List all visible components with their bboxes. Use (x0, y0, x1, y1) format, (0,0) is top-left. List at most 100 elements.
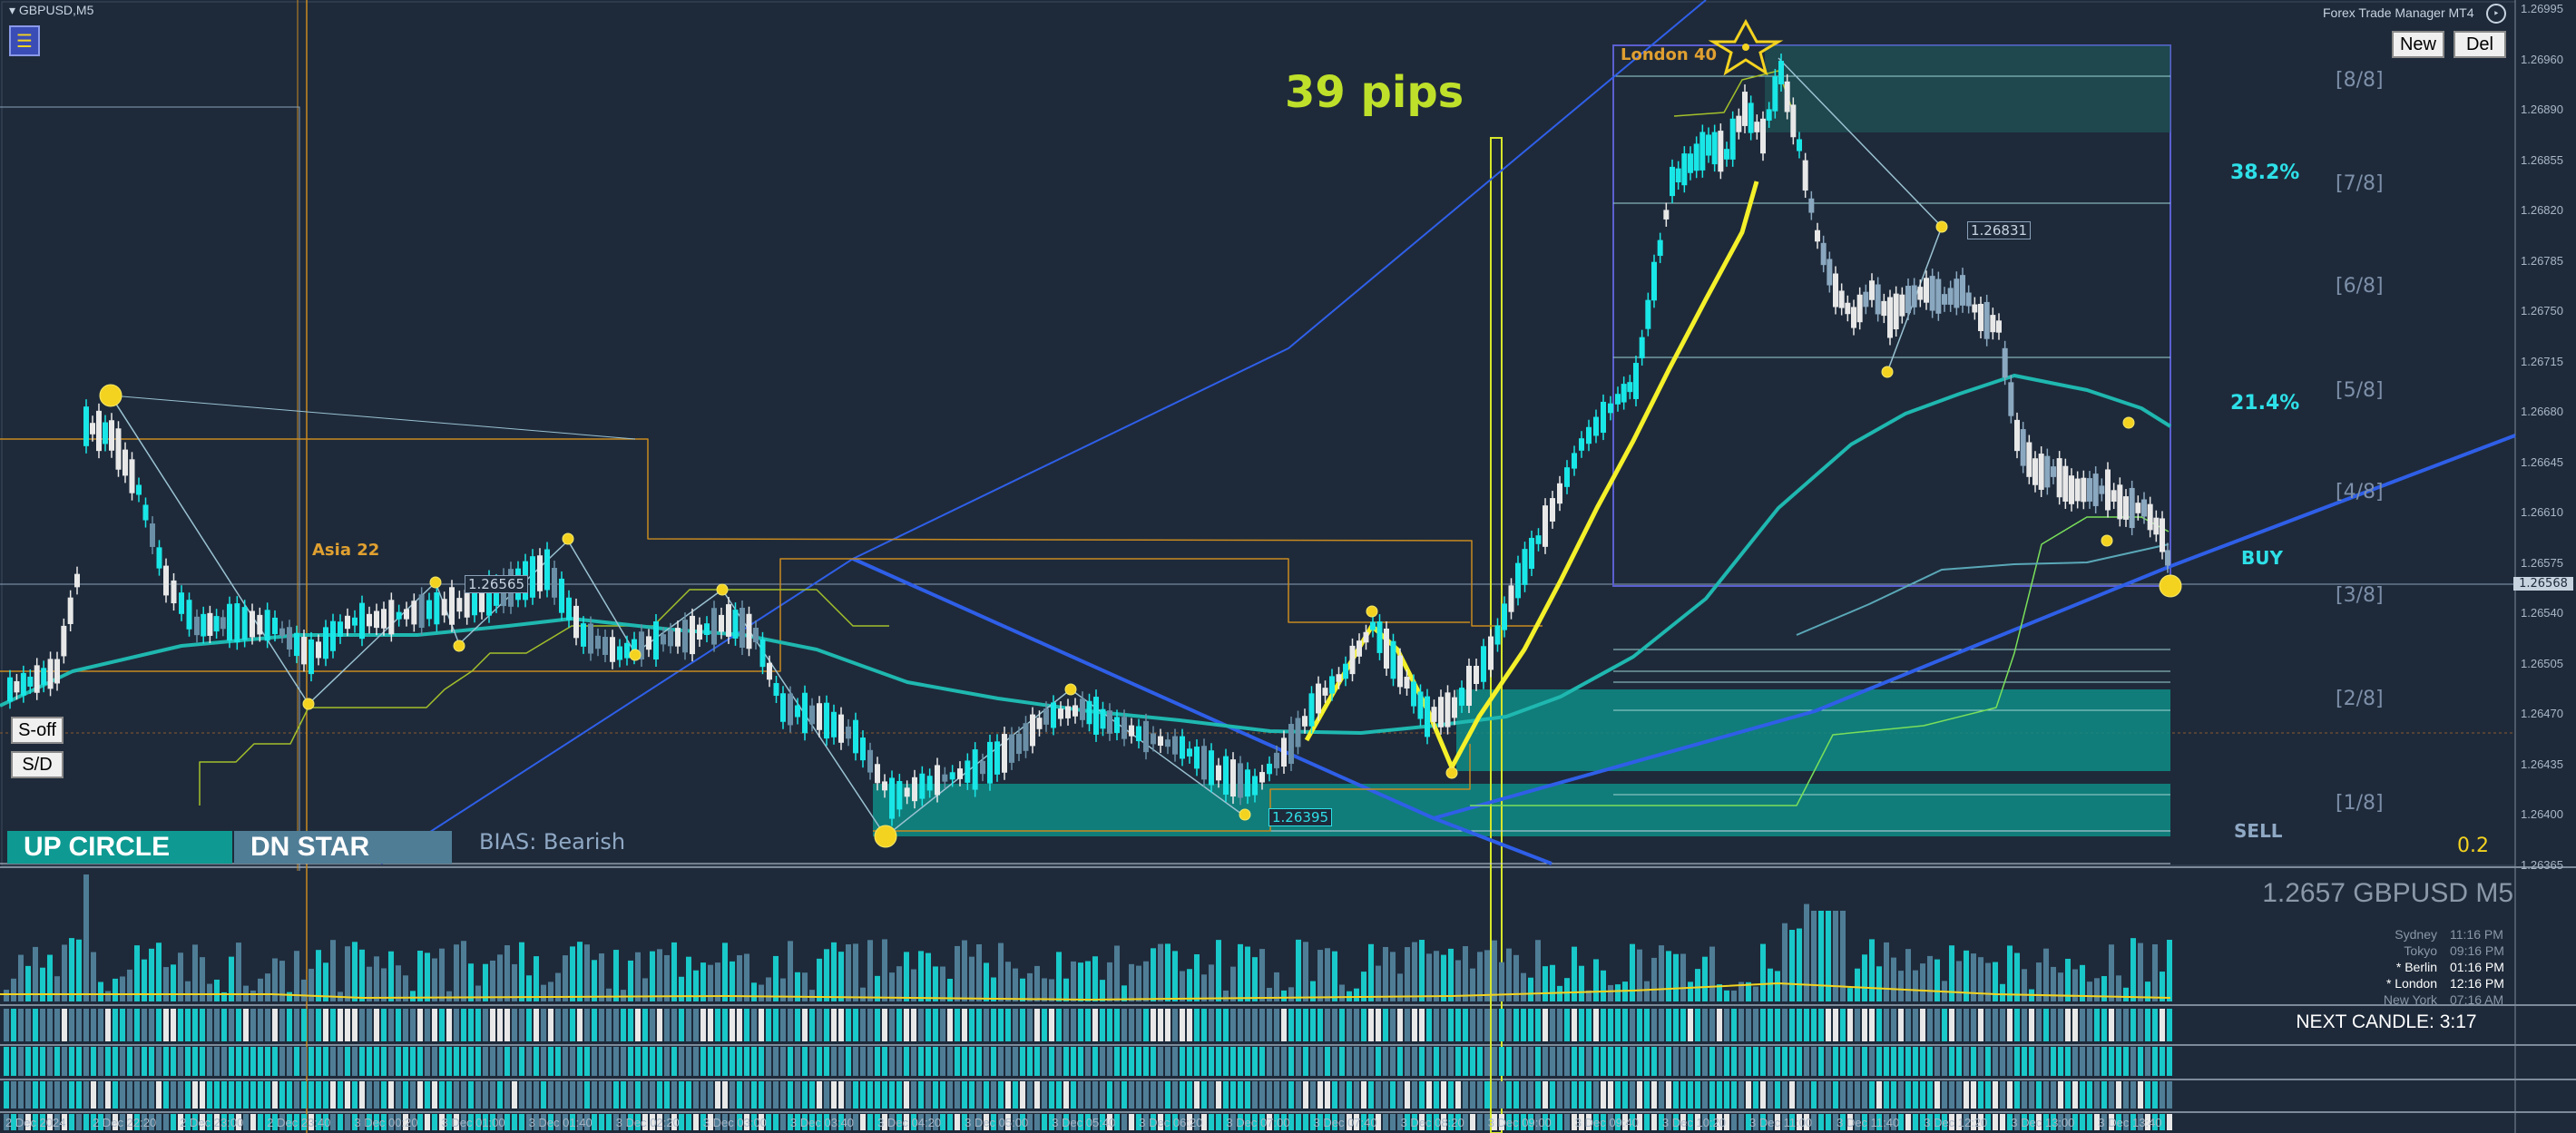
strip-cell (940, 1009, 945, 1041)
candle-body (1438, 697, 1444, 728)
strip-cell (1267, 1009, 1272, 1041)
candle-body (882, 781, 887, 791)
indicator-icon[interactable]: ☰ (9, 25, 40, 56)
strip-cell (1550, 1081, 1555, 1109)
candle-body (1002, 734, 1007, 773)
candle-body (980, 760, 985, 775)
strip-cell (2123, 1081, 2129, 1109)
candle-body (1129, 725, 1134, 737)
candle-body (1009, 734, 1014, 763)
volume-bar (2087, 982, 2092, 1001)
strip-cell (330, 1081, 336, 1109)
strip-cell (1840, 1081, 1846, 1109)
strip-cell (759, 1047, 764, 1076)
candle-body (2147, 503, 2153, 531)
candle-body (1706, 134, 1711, 156)
strip-cell (904, 1009, 909, 1041)
strip-cell (1876, 1009, 1882, 1041)
del-button[interactable]: Del (2454, 31, 2506, 58)
strip-cell (1034, 1009, 1040, 1041)
strip-cell (1187, 1047, 1192, 1076)
strip-cell (1804, 1081, 1809, 1109)
strip-cell (635, 1114, 641, 1130)
candle-body (746, 613, 752, 650)
strip-cell (330, 1047, 336, 1076)
volume-bar (1572, 946, 1577, 1001)
volume-bar (1180, 971, 1185, 1001)
strip-cell (824, 1047, 829, 1076)
volume-bar (824, 949, 829, 1001)
strip-cell (1601, 1114, 1606, 1130)
volume-bar (751, 982, 757, 1001)
strip-cell (113, 1009, 118, 1041)
strip-cell (976, 1114, 982, 1130)
strip-cell (1448, 1047, 1454, 1076)
strip-cell (200, 1114, 205, 1130)
candle-body (588, 623, 593, 654)
strip-cell (708, 1047, 713, 1076)
strip-cell (1361, 1009, 1366, 1041)
volume-bar (1753, 986, 1758, 1001)
candle-body (2160, 518, 2165, 552)
strip-cell (1688, 1047, 1693, 1076)
strip-cell (831, 1047, 837, 1076)
strip-cell (715, 1047, 720, 1076)
murrey-level-label: [2/8] (2336, 688, 2384, 710)
volume-bar (468, 963, 474, 1001)
candle-body (1784, 81, 1790, 112)
strip-cell (1775, 1114, 1780, 1130)
strip-cell (134, 1114, 140, 1130)
strip-cell (439, 1009, 445, 1041)
strip-cell (454, 1047, 459, 1076)
candle-body (987, 741, 993, 784)
strip-cell (127, 1009, 132, 1041)
candle-body (1711, 132, 1718, 165)
strip-cell (69, 1009, 74, 1041)
strip-cell (1492, 1009, 1497, 1041)
strip-cell (642, 1081, 648, 1109)
new-button[interactable]: New (2392, 31, 2444, 58)
price-tick-label: 1.26435 (2521, 757, 2563, 771)
trade-manager-toggle-icon[interactable]: ‣ (2486, 4, 2506, 24)
strip-cell (1753, 1114, 1758, 1130)
volume-bar (2152, 944, 2158, 1001)
strip-cell (1172, 1009, 1178, 1041)
strip-cell (1383, 1047, 1388, 1076)
strip-cell (1441, 1047, 1446, 1076)
strip-cell (287, 1047, 292, 1076)
s-off-button[interactable]: S-off (11, 717, 64, 744)
strip-cell (294, 1114, 299, 1130)
volume-bar (896, 966, 902, 1001)
strip-cell (1267, 1114, 1272, 1130)
strip-cell (1789, 1047, 1795, 1076)
s-d-button[interactable]: S/D (11, 751, 64, 778)
london-label: London 40 (1621, 45, 1718, 64)
candle-body (109, 420, 114, 451)
strip-cell (751, 1047, 757, 1076)
volume-bar (2109, 944, 2114, 1001)
candle-body (411, 601, 417, 625)
candle-body (257, 614, 263, 635)
strip-cell (1847, 1081, 1853, 1109)
strip-cell (1550, 1009, 1555, 1041)
strip-cell (780, 1114, 786, 1130)
star-marker-icon (1708, 18, 1784, 76)
strip-cell (512, 1009, 517, 1041)
candle-body (2032, 458, 2038, 485)
volume-bar (62, 944, 67, 1001)
session-clock: Sydney 11:16 PM Tokyo 09:16 PM * Berlin 01:16… (2323, 927, 2513, 1009)
strip-cell (1100, 1009, 1105, 1041)
strip-cell (2007, 1009, 2013, 1041)
strip-cell (1477, 1114, 1483, 1130)
strip-cell (1477, 1047, 1483, 1076)
volume-bar (323, 962, 328, 1001)
strip-cell (1049, 1081, 1054, 1109)
strip-cell (962, 1047, 967, 1076)
strip-cell (265, 1081, 270, 1109)
strip-cell (1920, 1114, 1925, 1130)
strip-cell (1949, 1009, 1954, 1041)
candle-body (47, 659, 54, 689)
strip-cell (1121, 1047, 1127, 1076)
strip-cell (2036, 1009, 2042, 1041)
